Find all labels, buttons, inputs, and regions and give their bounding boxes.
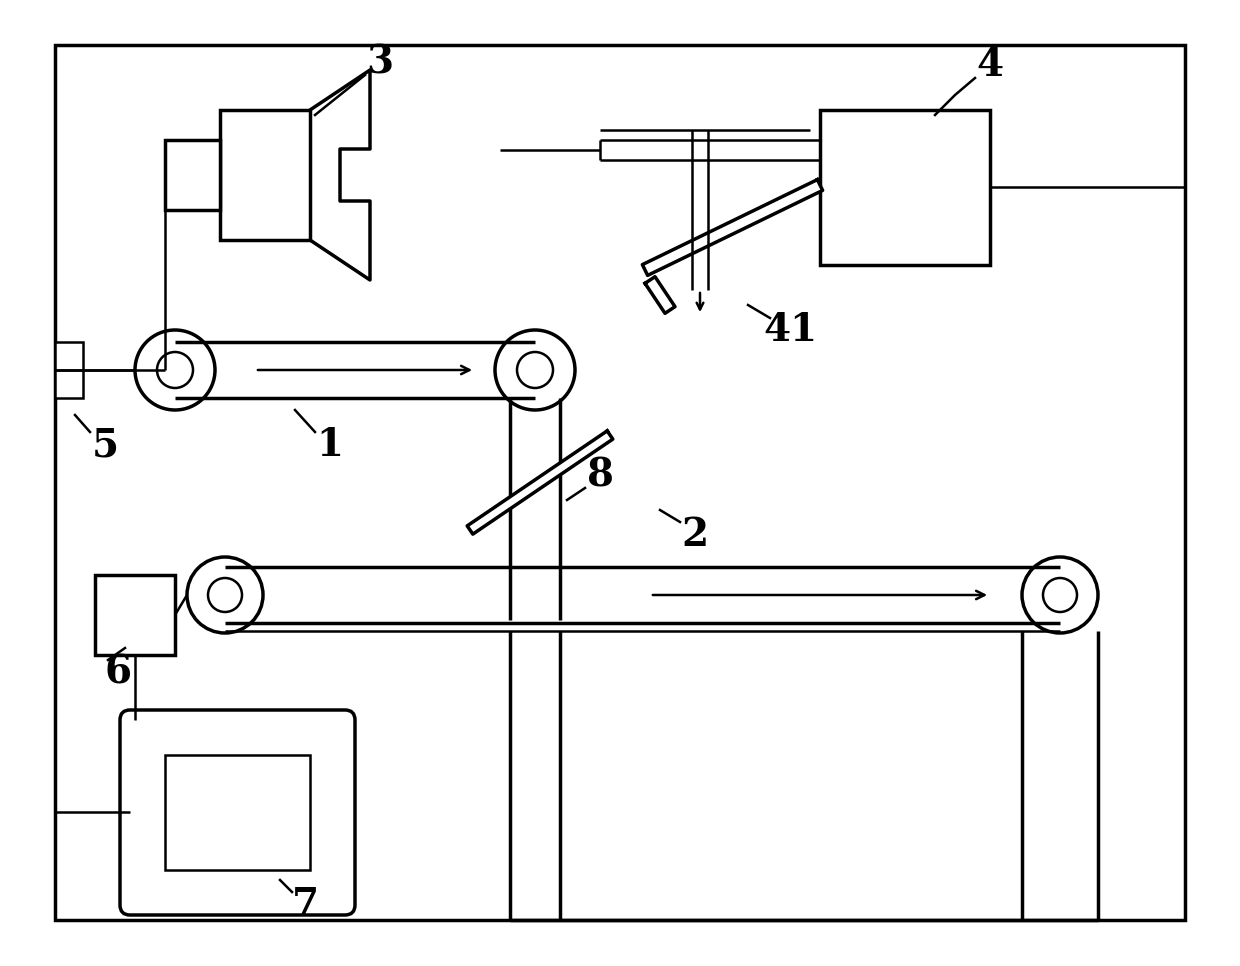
Text: 3: 3 [367,43,393,81]
Polygon shape [467,431,613,534]
Bar [820,110,990,265]
Text: 7: 7 [291,886,319,924]
Circle shape [208,578,242,612]
Bar [55,342,83,398]
Text: 41: 41 [763,311,817,349]
Polygon shape [642,180,822,275]
Circle shape [517,352,553,388]
FancyBboxPatch shape [120,710,355,915]
Bar [165,140,219,210]
Circle shape [187,557,263,633]
Text: 1: 1 [316,426,343,464]
Text: 5: 5 [92,426,119,464]
Bar [165,755,310,870]
Bar [219,110,310,240]
Circle shape [495,330,575,410]
Text: 8: 8 [587,456,614,494]
Text: 4: 4 [976,46,1003,84]
Bar [95,575,175,655]
Circle shape [135,330,215,410]
Circle shape [157,352,193,388]
Text: 6: 6 [104,653,131,691]
Polygon shape [645,276,675,313]
Circle shape [1043,578,1078,612]
Circle shape [1022,557,1097,633]
Text: 2: 2 [682,516,708,554]
